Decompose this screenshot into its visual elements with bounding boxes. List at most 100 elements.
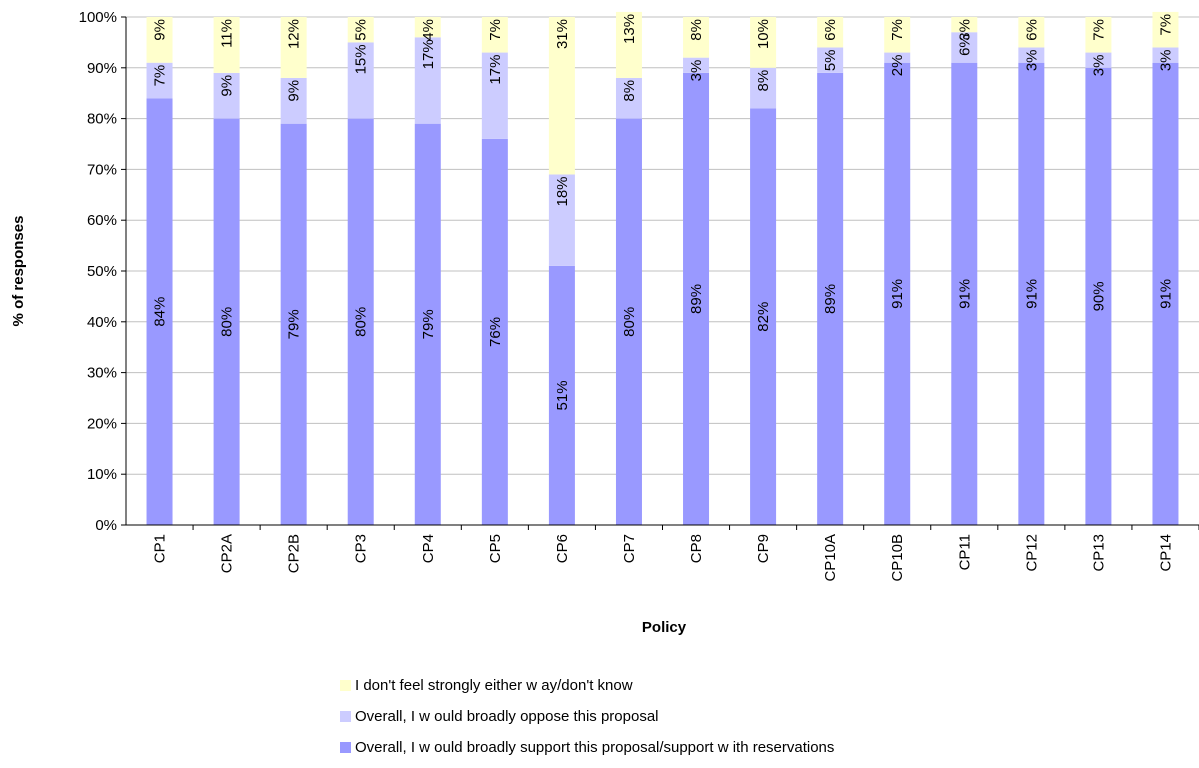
bar-segment [683,72,710,525]
x-tick-label: CP2A [219,534,236,573]
legend-swatch [340,710,351,722]
x-tick-label: CP4 [420,534,437,563]
bar-segment [817,47,844,73]
data-label: 3% [1090,55,1107,77]
x-tick-label: CP6 [554,534,571,563]
y-tick-label: 90% [87,60,117,77]
y-axis-title: % of responses [10,216,27,327]
y-tick-label: 40% [87,314,117,331]
data-label: 89% [822,284,839,314]
bar-segment [884,62,911,525]
bar-segment [414,37,441,124]
data-label: 9% [152,19,169,41]
x-tick-label: CP14 [1157,534,1174,572]
bar-segment [280,17,307,78]
data-label: 7% [152,65,169,87]
data-label: 8% [621,80,638,102]
legend-item: Overall, I w ould broadly oppose this pr… [340,706,834,726]
legend-swatch [340,741,351,753]
data-label: 7% [1090,19,1107,41]
data-label: 6% [822,19,839,41]
data-label: 80% [621,307,638,337]
data-label: 17% [487,55,504,85]
y-tick-label: 50% [87,263,117,280]
x-tick-label: CP1 [152,534,169,563]
data-label: 8% [755,70,772,92]
bar-segment [481,52,508,139]
bar-segment [951,32,978,63]
data-label: 12% [286,19,303,49]
bar-segment [1085,52,1112,68]
bar-segment [1018,17,1045,48]
data-label: 4% [420,19,437,41]
data-label: 80% [219,307,236,337]
data-label: 51% [554,380,571,410]
bar-segment [548,174,575,266]
bar-segment [1152,62,1179,525]
bar-segment [951,62,978,525]
data-label: 91% [889,279,906,309]
bar-segment [884,17,911,53]
bar-segment [1152,47,1179,63]
bar-segment [683,17,710,58]
bar-segment [213,17,240,73]
data-label: 84% [152,297,169,327]
legend-label: Overall, I w ould broadly oppose this pr… [355,707,659,725]
legend-item: I don't feel strongly either w ay/don't … [340,675,834,695]
y-tick-label: 100% [79,9,117,26]
y-tick-label: 60% [87,212,117,229]
bar-segment [280,123,307,526]
bar-segment [414,17,441,38]
bar-segment [548,265,575,525]
bar-segment [146,62,173,99]
data-label: 7% [889,19,906,41]
bar-segment [1085,67,1112,526]
x-tick-label: CP7 [621,534,638,563]
data-label: 82% [755,302,772,332]
x-tick-labels: CP1 CP2A CP2B CP3 CP4 CP5 CP6 CP7 CP8 CP9 CP10A CP1… [152,534,1175,582]
bar-segment [213,118,240,525]
data-label: 6% [1023,19,1040,41]
y-tick-label: 70% [87,161,117,178]
bar-segment [347,42,374,119]
bar-segment [347,17,374,43]
y-tick-label: 30% [87,365,117,382]
y-tick-label: 80% [87,111,117,128]
bar-segment [817,17,844,48]
data-label: 89% [688,284,705,314]
data-label: 76% [487,317,504,347]
bar-segment [1085,17,1112,53]
data-label: 15% [353,44,370,74]
bar-segment [414,123,441,526]
data-label: 13% [621,14,638,44]
bar-segment [481,17,508,53]
bar-segment [884,52,911,63]
data-label: 9% [286,80,303,102]
data-label: 91% [1023,279,1040,309]
bar-segment [750,67,777,109]
bar-segment [1152,11,1179,48]
data-label: 2% [889,55,906,77]
bar-segment [951,17,978,33]
data-label: 18% [554,176,571,206]
data-label: 7% [1157,14,1174,36]
legend-label: Overall, I w ould broadly support this p… [355,738,835,756]
bar-segment [146,98,173,525]
bar-segment [615,77,642,119]
bar-segment [347,118,374,525]
bar-segment [615,11,642,78]
data-label: 79% [420,309,437,339]
x-tick-label: CP5 [487,534,504,563]
data-label: 91% [1157,279,1174,309]
data-label: 90% [1090,281,1107,311]
bar-segment [750,17,777,68]
data-label: 79% [286,309,303,339]
data-label: 91% [956,279,973,309]
legend: I don't feel strongly either w ay/don't … [340,675,834,768]
data-label: 5% [822,49,839,71]
bar-segment [817,72,844,525]
bar-segment [146,17,173,63]
bar-segment [615,118,642,525]
data-label: 80% [353,307,370,337]
